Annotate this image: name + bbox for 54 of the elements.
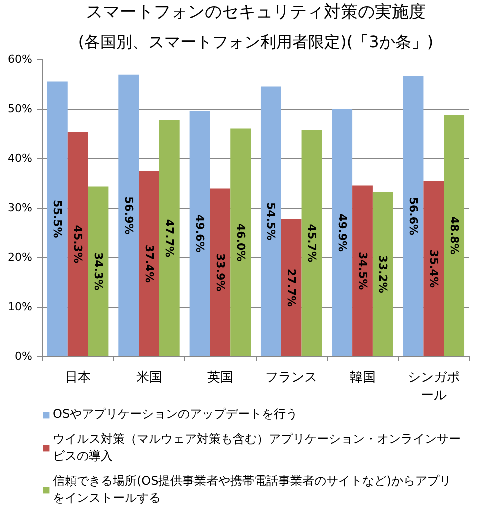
data-label: 54.5% — [264, 202, 278, 241]
y-tick-label: 40% — [8, 152, 33, 165]
y-tick-label: 0% — [15, 350, 32, 363]
data-label: 34.5% — [356, 252, 370, 290]
x-tick-label: 韓国 — [350, 370, 376, 386]
bar — [190, 110, 210, 356]
data-label: 56.9% — [122, 196, 136, 235]
bar — [68, 132, 88, 356]
y-tick-label: 50% — [8, 102, 33, 116]
x-tick-label: 日本 — [65, 370, 92, 386]
data-label: 49.6% — [194, 214, 207, 253]
data-label: 45.3% — [72, 225, 85, 264]
bar — [332, 109, 353, 356]
data-label: 48.8% — [448, 216, 461, 255]
data-label: 56.6% — [407, 197, 420, 236]
data-label: 55.5% — [51, 200, 64, 238]
bar — [372, 192, 394, 356]
bar — [210, 188, 231, 356]
data-label: 47.7% — [163, 219, 176, 258]
x-tick-label: 英国 — [207, 370, 234, 386]
bar — [403, 76, 424, 356]
x-tick-label: フランス — [266, 370, 318, 386]
data-label: 49.9% — [336, 214, 349, 252]
chart-title: スマートフォンのセキュリティ対策の実施度 — [86, 2, 426, 22]
y-tick-label: 30% — [8, 202, 33, 214]
legend-label: OSやアプリケーションのアップデートを行う — [53, 406, 298, 423]
y-tick-label: 10% — [8, 300, 33, 314]
bar — [302, 130, 322, 356]
legend-label: 信頼できる場所(OS提供事業者や携帯電話事業者のサイトなど)からアプリをインストールする — [53, 473, 452, 507]
bar — [47, 82, 68, 356]
data-label: 45.7% — [305, 224, 318, 262]
bar — [88, 186, 109, 356]
bar — [352, 186, 373, 356]
data-label: 37.4% — [142, 244, 156, 284]
bar — [444, 114, 465, 356]
data-label: 27.7% — [285, 268, 298, 308]
x-tick-label: シンガポール — [408, 370, 460, 404]
data-label: 33.9% — [214, 254, 227, 292]
data-label: 34.3% — [92, 252, 105, 291]
chart-subtitle: (各国別、スマートフォン利用者限定)(「3か条」) — [78, 32, 434, 52]
bar — [230, 128, 252, 356]
bar — [281, 219, 302, 356]
x-tick-label: 米国 — [136, 370, 162, 386]
data-label: 46.0% — [234, 224, 248, 262]
y-tick-label: 60% — [8, 53, 33, 66]
y-tick-label: 20% — [8, 251, 33, 264]
data-label: 33.2% — [376, 255, 390, 294]
bar — [260, 86, 282, 356]
bar — [424, 181, 444, 356]
bar — [118, 74, 140, 356]
data-label: 35.4% — [427, 250, 440, 288]
bar — [139, 171, 160, 356]
legend-label: ウイルス対策（マルウェア対策も含む）アプリケーション・オンラインサービスの導入 — [53, 431, 461, 465]
bar — [159, 120, 180, 356]
